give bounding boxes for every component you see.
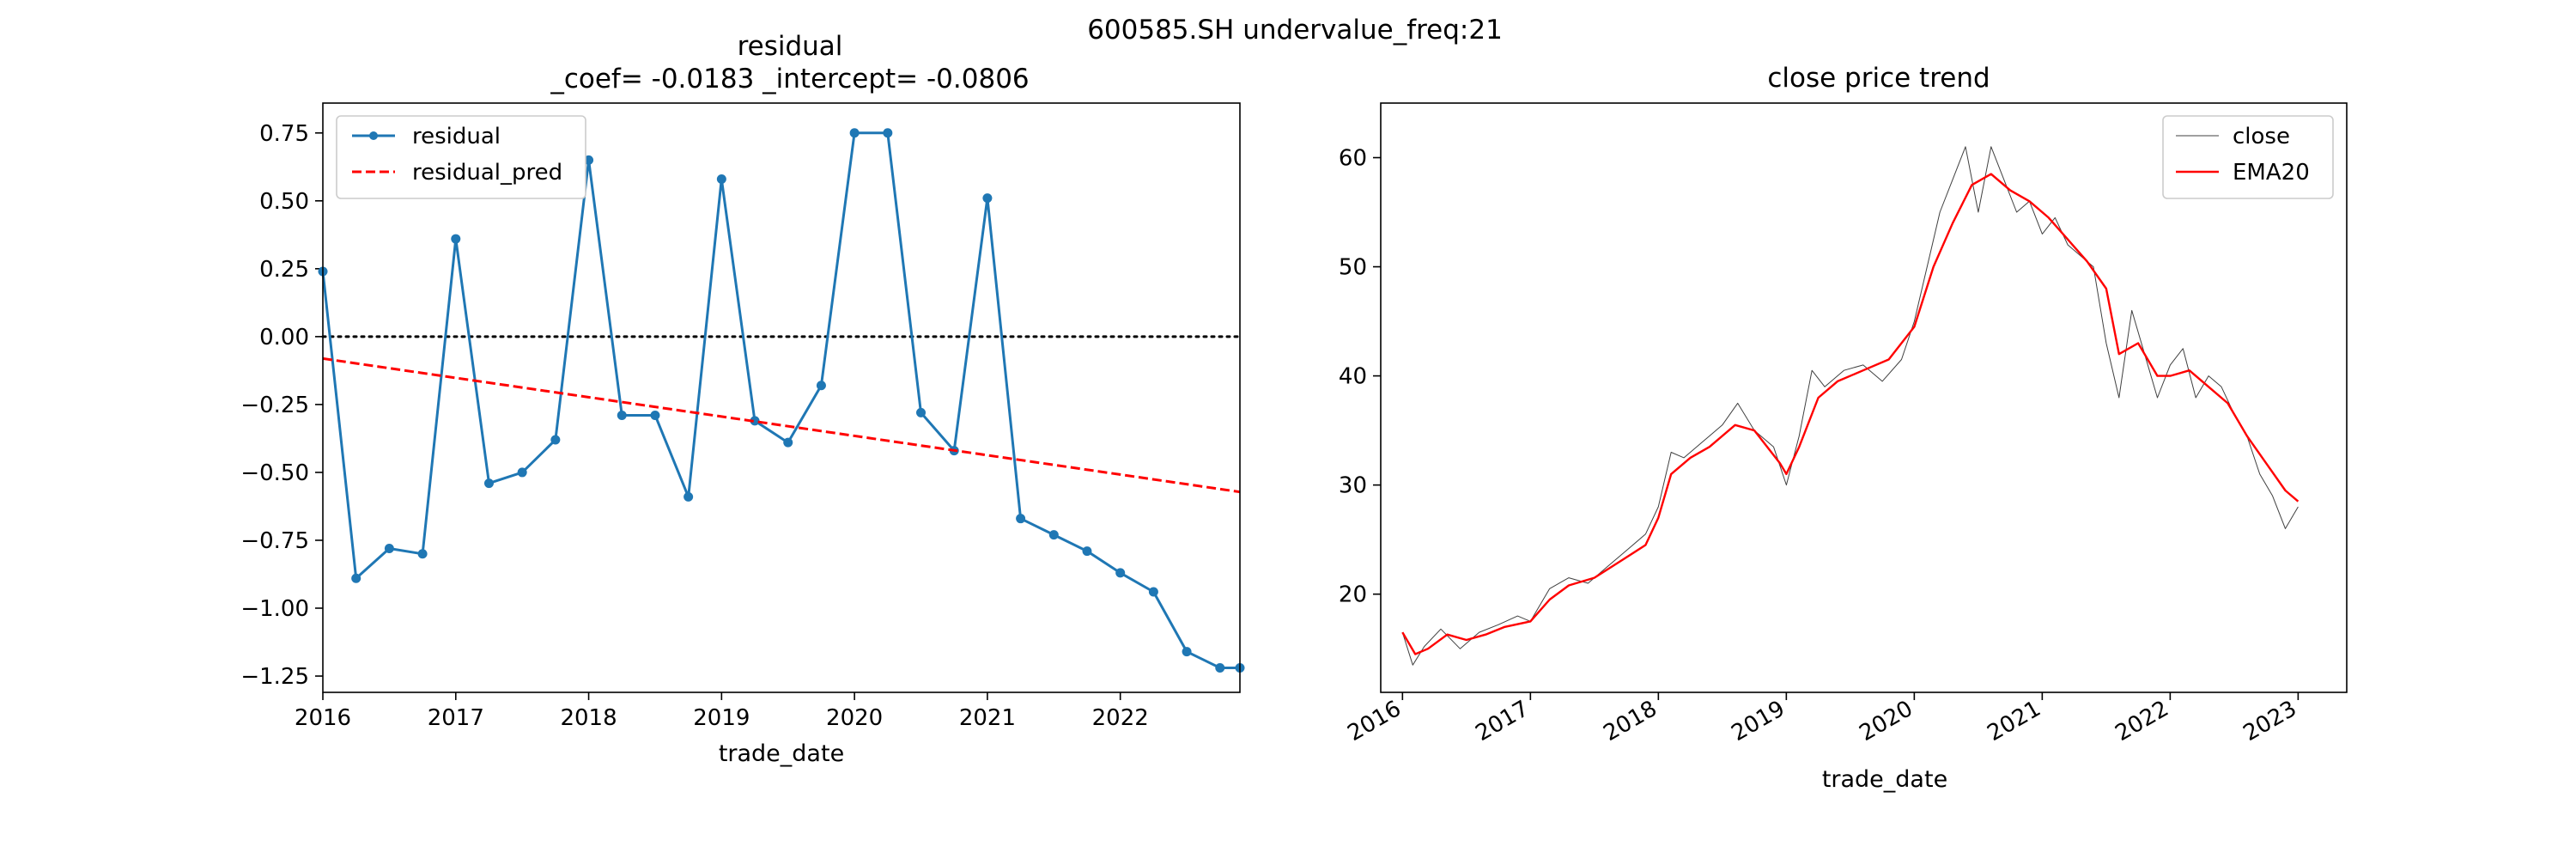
- series-line-residual: [321, 131, 1240, 669]
- series-line-close: [1401, 146, 2299, 666]
- residual-point: [1016, 514, 1026, 524]
- x-tick-label: 2018: [1600, 696, 1662, 746]
- x-tick-label: 2021: [1984, 696, 2045, 746]
- residual-title-line2: _coef= -0.0183 _intercept= -0.0806: [550, 64, 1029, 94]
- x-tick-label: 2021: [959, 705, 1016, 731]
- residual-point: [1148, 587, 1158, 597]
- residual-point: [683, 491, 694, 502]
- close-axes-frame: [1380, 102, 2348, 693]
- y-tick-label: −0.50: [240, 460, 309, 486]
- figure-suptitle: 600585.SH undervalue_freq:21: [1087, 15, 1503, 46]
- y-tick-label: 20: [1339, 582, 1367, 608]
- x-tick-label: 2023: [2239, 696, 2301, 746]
- residual-point: [849, 128, 860, 138]
- y-tick-label: 0.50: [259, 189, 309, 215]
- close-chart-title: close price trend: [1767, 63, 1990, 94]
- x-tick-label: 2017: [1472, 696, 1534, 746]
- close-chart: close price trend 2016 2017 2018 2019 2020 20…: [1339, 63, 2348, 793]
- residual-title-line1: residual: [738, 31, 843, 62]
- y-tick-label: −1.25: [240, 664, 309, 690]
- residual-point: [351, 573, 361, 583]
- residual-legend-box: [336, 115, 586, 199]
- close-plot-area: [1401, 146, 2300, 666]
- residual-point: [916, 407, 927, 417]
- residual-legend-marker-residual: [369, 131, 378, 140]
- residual-point: [1048, 530, 1059, 540]
- residual-point: [1082, 546, 1092, 557]
- residual-point: [451, 234, 461, 244]
- close-legend-label-close: close: [2233, 124, 2290, 149]
- x-tick-label: 2017: [428, 705, 484, 731]
- residual-point: [1182, 647, 1192, 657]
- x-tick-label: 2022: [1092, 705, 1149, 731]
- x-tick-label: 2020: [826, 705, 883, 731]
- residual-point: [550, 435, 561, 445]
- residual-point: [816, 381, 826, 391]
- residual-legend-label-residual: residual: [412, 124, 501, 149]
- residual-point: [716, 174, 726, 185]
- residual-point: [1115, 568, 1126, 578]
- close-x-ticks: 2016 2017 2018 2019 2020 2021 2022 2023: [1344, 692, 2301, 746]
- residual-x-ticks: 2016 2017 2018 2019 2020 2021 2022: [295, 692, 1149, 731]
- y-tick-label: 0.75: [259, 121, 309, 147]
- series-line-ema20: [1401, 173, 2300, 655]
- y-tick-label: −0.25: [240, 393, 309, 418]
- residual-point: [1215, 663, 1225, 673]
- series-line-residual-pred: [322, 356, 1241, 494]
- close-legend: close EMA20: [2162, 115, 2334, 199]
- close-x-axis-label: trade_date: [1822, 766, 1947, 793]
- residual-legend: residual residual_pred: [336, 115, 586, 199]
- y-tick-label: 0.25: [259, 257, 309, 283]
- residual-point: [517, 467, 527, 478]
- residual-point: [750, 416, 760, 426]
- y-tick-label: −1.00: [240, 596, 309, 622]
- x-tick-label: 2019: [693, 705, 750, 731]
- x-tick-label: 2022: [2111, 696, 2173, 746]
- residual-point: [483, 478, 494, 489]
- residual-point: [417, 549, 428, 559]
- residual-point: [783, 437, 793, 448]
- residual-x-axis-label: trade_date: [719, 740, 844, 767]
- y-tick-label: −0.75: [240, 528, 309, 554]
- residual-chart: residual _coef= -0.0183 _intercept= -0.0…: [240, 31, 1245, 767]
- residual-legend-label-pred: residual_pred: [412, 160, 562, 186]
- x-tick-label: 2016: [295, 705, 351, 731]
- residual-point: [883, 128, 893, 138]
- x-tick-label: 2018: [560, 705, 617, 731]
- residual-plot-area: [318, 128, 1245, 673]
- y-tick-label: 50: [1339, 255, 1367, 281]
- x-tick-label: 2020: [1856, 696, 1917, 746]
- residual-point: [617, 411, 627, 421]
- y-tick-label: 40: [1339, 364, 1367, 390]
- y-tick-label: 0.00: [259, 325, 309, 350]
- close-legend-label-ema20: EMA20: [2233, 160, 2310, 186]
- x-tick-label: 2016: [1344, 696, 1406, 746]
- y-tick-label: 30: [1339, 473, 1367, 499]
- close-y-ticks: 60 50 40 30 20: [1339, 146, 1381, 608]
- residual-point: [650, 411, 660, 421]
- close-legend-box: [2162, 115, 2334, 199]
- residual-point: [584, 155, 594, 165]
- y-tick-label: 60: [1339, 146, 1367, 172]
- residual-point: [982, 193, 993, 204]
- x-tick-label: 2019: [1728, 696, 1789, 746]
- residual-point: [384, 543, 394, 553]
- residual-y-ticks: 0.75 0.50 0.25 0.00 −0.25 −0.50 −0.75 −1.00 −1.2…: [240, 121, 323, 690]
- residual-axes-frame: [322, 102, 1241, 693]
